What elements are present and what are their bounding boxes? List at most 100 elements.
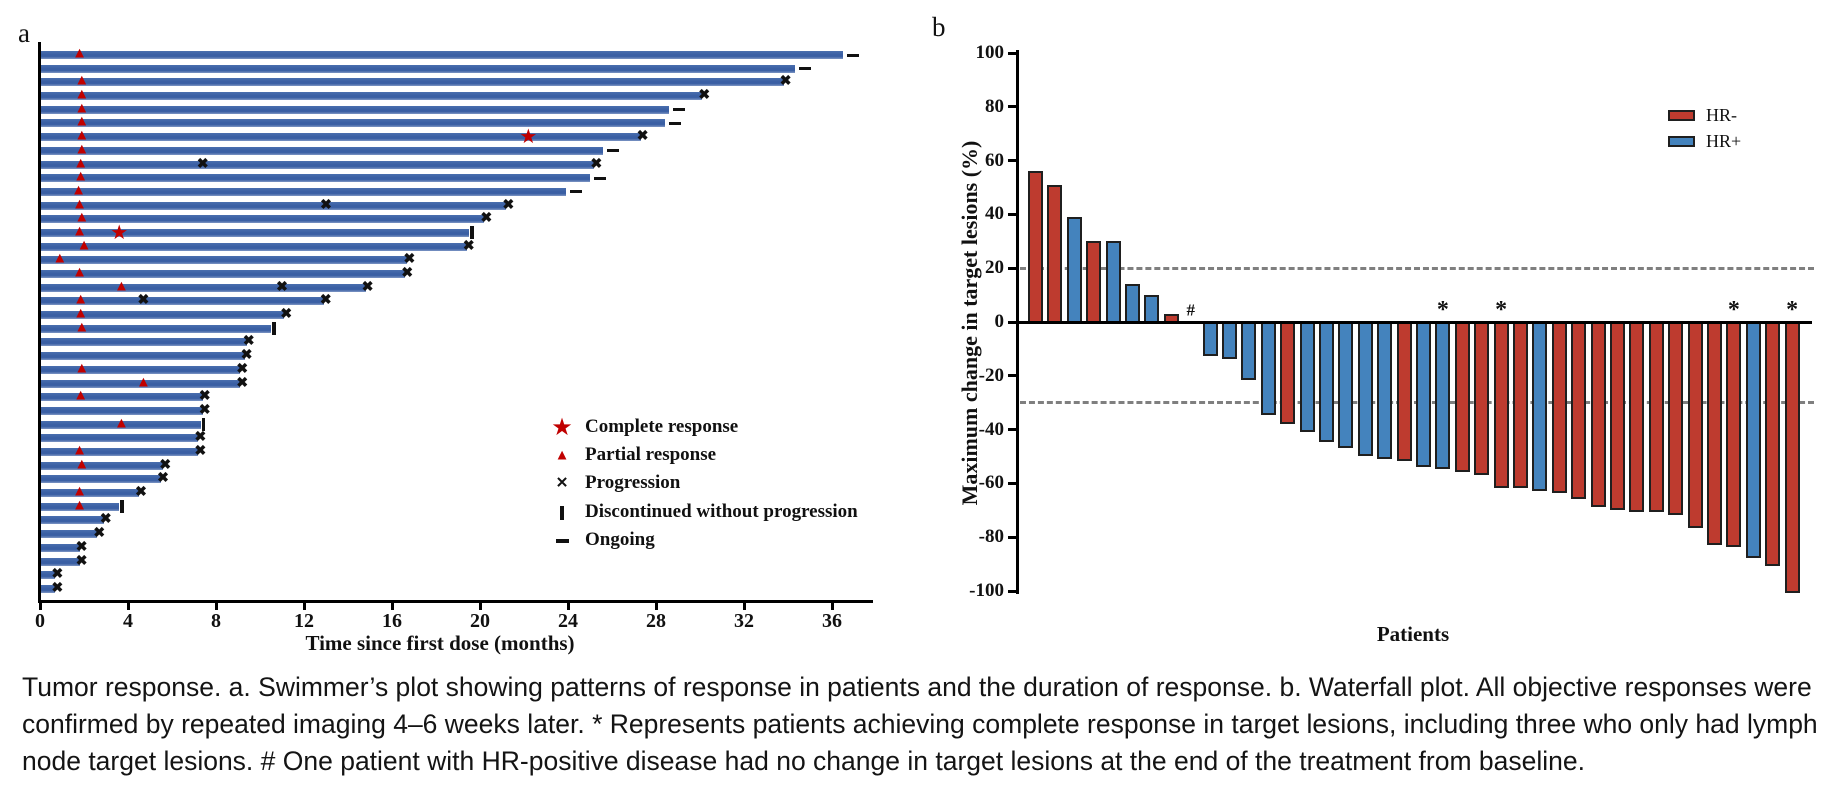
legend-partial-response-triangle-icon: ▲ [554,447,570,464]
swimmer-bar [41,338,247,347]
progression-x-icon: ✖ [502,197,515,213]
x-tick-label: 36 [822,610,842,632]
legend-complete-response-star-icon: ★ [551,415,573,441]
x-tick-label: 32 [734,610,754,632]
legend-discontinued-icon [560,505,564,520]
x-axis-tick [566,600,570,610]
waterfall-bar [1105,241,1121,324]
waterfall-bar [1222,322,1237,359]
y-axis-tick [1008,105,1018,109]
partial-response-triangle-icon: ▲ [73,387,89,404]
y-axis-tick [1008,374,1018,378]
x-axis-tick [38,600,42,610]
progression-x-icon: ✖ [75,553,88,569]
swimmer-bar [41,461,164,470]
waterfall-plot: # * * * * 100 80 60 40 20 0 -20 -40 -60 -80 -100 HR- HR+ [920,0,1835,660]
waterfall-bar [1687,322,1703,529]
x-axis-tick [302,600,306,610]
progression-x-icon: ✖ [636,129,649,145]
progression-x-icon: ✖ [779,74,792,90]
waterfall-bar [1629,322,1645,513]
partial-response-triangle-icon: ▲ [72,497,88,514]
partial-response-triangle-icon: ▲ [74,113,90,130]
waterfall-bar [1125,284,1140,324]
legend-item-label: Ongoing [585,528,655,550]
y-axis-tick [1008,51,1018,55]
waterfall-bar [1396,322,1412,462]
partial-response-triangle-icon: ▲ [72,45,88,62]
x-tick-label: 24 [558,610,578,632]
partial-response-triangle-icon: ▲ [74,360,90,377]
waterfall-bar [1707,322,1722,545]
y-tick-label: 80 [985,95,1004,117]
ongoing-dash [594,176,606,180]
x-tick-label: 16 [382,610,402,632]
waterfall-bar [1241,322,1257,381]
waterfall-bar [1571,322,1587,499]
x-tick-label: 4 [123,610,133,632]
swimmer-bar [41,242,467,251]
caption-line-1: Tumor response. a. Swimmer’s plot showin… [22,672,1812,702]
swimmer-bar [41,297,324,306]
partial-response-triangle-icon: ▲ [74,127,90,144]
swimmer-bar [41,215,485,224]
y-axis-tick [1008,428,1018,432]
complete-response-star-icon: ★ [110,221,129,244]
caption-line-2: confirmed by repeated imaging 4–6 weeks … [22,709,1818,739]
progression-x-icon: ✖ [51,567,64,583]
y-axis-tick [1008,212,1018,216]
x-tick-label: 0 [35,610,45,632]
partial-response-triangle-icon: ▲ [73,305,89,322]
legend-item-label: Progression [585,472,681,494]
y-tick-label: -80 [978,526,1004,548]
partial-response-triangle-icon: ▲ [72,223,88,240]
progression-x-icon: ✖ [242,334,255,350]
waterfall-bar [1745,322,1761,559]
progression-x-icon: ✖ [75,539,88,555]
swimmer-bar [41,475,161,484]
progression-x-icon: ✖ [276,279,288,295]
progression-x-icon: ✖ [135,485,147,501]
waterfall-bar [1610,322,1625,510]
waterfall-bar [1028,171,1043,324]
progression-x-icon: ✖ [236,361,249,377]
swimmer-bar [41,420,201,429]
swimmer-x-axis [38,600,873,603]
progression-x-icon: ✖ [590,156,603,172]
progression-x-icon: ✖ [320,197,332,213]
ongoing-dash [847,53,859,57]
progression-x-icon: ✖ [236,375,249,391]
partial-response-triangle-icon: ▲ [74,86,90,103]
y-tick-label: 60 [985,149,1004,171]
x-axis-tick [654,600,658,610]
legend-ongoing-icon [556,538,569,543]
partial-response-triangle-icon: ▲ [113,278,129,295]
progression-x-icon: ✖ [93,526,106,542]
complete-response-star-icon: ★ [519,126,538,149]
progression-x-icon: ✖ [403,252,416,268]
waterfall-bar [1047,184,1063,324]
ongoing-dash [798,67,811,71]
y-tick-label: 40 [985,203,1004,225]
waterfall-y-axis-title: Maximum change in target lesions (%) [957,140,982,506]
legend-swatch-hrneg [1668,110,1695,121]
partial-response-triangle-icon: ▲ [74,456,90,473]
swimmer-bar [41,228,469,237]
waterfall-x-axis-title: Patients [1376,622,1450,646]
x-tick-label: 28 [646,610,666,632]
x-axis-tick [830,600,834,610]
swimmer-bar [41,557,80,566]
partial-response-triangle-icon: ▲ [74,209,90,226]
y-tick-label: -60 [978,472,1004,494]
waterfall-bar [1668,322,1684,515]
partial-response-triangle-icon: ▲ [52,250,68,267]
swimmer-bar [41,105,670,114]
progression-x-icon: ✖ [194,430,207,446]
waterfall-bar [1648,322,1664,513]
partial-response-triangle-icon: ▲ [72,442,88,459]
discontinued-mark [470,226,474,240]
progression-x-icon: ✖ [198,402,211,418]
caption-line-3: node target lesions. # One patient with … [22,746,1585,776]
x-axis-tick [214,600,218,610]
progression-x-icon: ✖ [157,471,169,487]
